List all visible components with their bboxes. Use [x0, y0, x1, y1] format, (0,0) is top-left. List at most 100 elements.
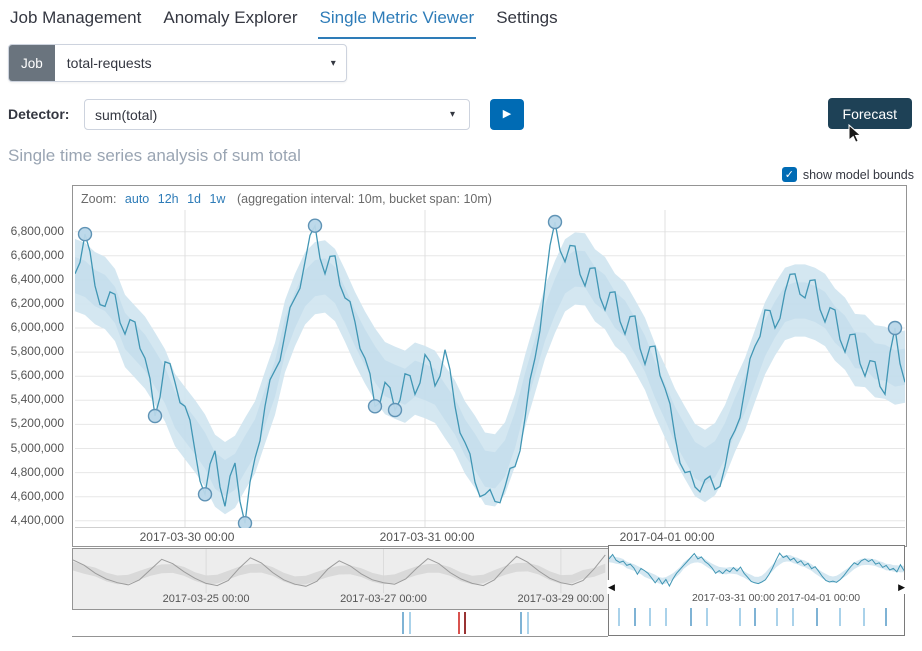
play-icon: ▶ — [502, 108, 512, 120]
x-axis: 2017-03-30 00:00 2017-03-31 00:00 2017-04-… — [75, 530, 905, 546]
chevron-down-icon: ▾ — [449, 109, 455, 120]
anomaly-tick — [753, 608, 756, 626]
annotations-lane — [72, 612, 608, 636]
anomaly-tick — [519, 612, 522, 634]
anomaly-tick — [775, 608, 778, 626]
chevron-down-icon: ▾ — [330, 57, 336, 69]
anomaly-marker[interactable] — [197, 487, 213, 502]
tab-job-management[interactable]: Job Management — [10, 8, 142, 27]
selection-right-handle[interactable]: ▶ — [897, 580, 906, 594]
y-axis-label: 6,000,000 — [10, 320, 64, 334]
selection-plot — [609, 552, 904, 588]
anomaly-tick — [738, 608, 741, 626]
selection-bounds-band — [609, 555, 904, 585]
tab-settings[interactable]: Settings — [496, 8, 558, 27]
metric-line — [75, 221, 905, 524]
detector-select[interactable]: sum(total) ▾ — [84, 99, 470, 130]
context-x-axis: 2017-03-25 00:00 2017-03-27 00:00 2017-03-… — [73, 593, 609, 607]
navigator-bottom-border — [72, 636, 608, 637]
selection-x-label: 2017-03-31 00:00 — [691, 592, 775, 604]
y-axis-label: 6,800,000 — [10, 223, 64, 238]
context-x-label: 2017-03-27 00:00 — [340, 593, 427, 605]
anomaly-tick — [408, 612, 411, 634]
tab-anomaly-explorer[interactable]: Anomaly Explorer — [163, 8, 298, 27]
detector-label: Detector: — [8, 106, 70, 122]
x-axis-label: 2017-03-30 00:00 — [139, 530, 235, 544]
model-bounds-option: ✓ show model bounds — [781, 167, 914, 182]
anomaly-tick — [464, 612, 467, 634]
context-plot — [73, 549, 606, 593]
anomaly-marker[interactable] — [237, 516, 253, 528]
y-axis-label: 5,800,000 — [10, 344, 64, 359]
selection-x-label: 2017-04-01 00:00 — [777, 592, 861, 604]
zoom-label: Zoom: — [81, 192, 117, 206]
main-chart[interactable]: Zoom: auto 12h 1d 1w (aggregation interv… — [72, 185, 907, 547]
anomaly-tick — [706, 608, 709, 626]
tab-single-metric-viewer[interactable]: Single Metric Viewer — [317, 6, 477, 39]
y-axis-label: 6,400,000 — [10, 271, 64, 286]
context-bounds-band — [73, 561, 606, 586]
aggregation-note: (aggregation interval: 10m, bucket span:… — [236, 192, 492, 206]
context-unselected-region[interactable]: 2017-03-25 00:00 2017-03-27 00:00 2017-03-… — [73, 549, 609, 609]
check-icon: ✓ — [784, 169, 794, 181]
anomaly-tick — [401, 612, 404, 634]
y-axis-label: 4,600,000 — [10, 488, 64, 503]
job-badge: Job — [9, 45, 55, 81]
play-button[interactable]: ▶ — [490, 99, 524, 130]
y-axis-label: 4,400,000 — [10, 512, 64, 527]
time-range-selection[interactable]: 2017-03-31 00:00 2017-04-01 00:00 ◀ ▶ — [607, 545, 906, 636]
context-line — [73, 554, 606, 587]
context-x-label: 2017-03-29 00:00 — [517, 593, 605, 605]
anomaly-tick — [617, 608, 620, 626]
show-model-bounds-checkbox[interactable]: ✓ — [781, 167, 797, 182]
y-axis-label: 6,600,000 — [10, 247, 64, 262]
context-x-label: 2017-03-25 00:00 — [162, 593, 250, 605]
time-series-plot[interactable] — [75, 210, 905, 528]
y-axis-label: 5,200,000 — [10, 416, 64, 431]
anomaly-tick — [690, 608, 693, 626]
y-axis: 4,400,000 4,600,000 4,800,000 5,000,000 5,20… — [0, 209, 64, 527]
anomaly-tick — [862, 608, 865, 626]
zoom-controls: Zoom: auto 12h 1d 1w (aggregation interv… — [81, 192, 492, 206]
y-axis-label: 5,400,000 — [10, 392, 64, 407]
show-model-bounds-label: show model bounds — [802, 167, 914, 182]
main-nav: Job Management Anomaly Explorer Single M… — [8, 6, 560, 39]
selection-left-handle[interactable]: ◀ — [607, 580, 616, 594]
anomaly-tick — [634, 608, 637, 626]
zoom-1w-link[interactable]: 1w — [209, 192, 226, 206]
anomaly-marker[interactable] — [307, 218, 323, 233]
page-title: Single time series analysis of sum total — [8, 146, 301, 165]
job-selector[interactable]: Job total-requests ▾ — [8, 44, 347, 82]
zoom-1d-link[interactable]: 1d — [187, 192, 201, 206]
anomaly-marker[interactable] — [77, 226, 93, 242]
detector-selected-value: sum(total) — [95, 106, 158, 123]
anomaly-tick — [457, 612, 460, 634]
selection-line — [609, 552, 904, 588]
forecast-button[interactable]: Forecast — [827, 98, 912, 129]
anomaly-tick — [665, 608, 667, 626]
anomaly-tick — [648, 608, 651, 626]
job-selected-value: total-requests — [66, 55, 152, 71]
anomaly-tick — [884, 608, 887, 626]
selection-x-axis: 2017-03-31 00:00 2017-04-01 00:00 — [609, 592, 904, 605]
selection-anomaly-lane — [609, 608, 904, 630]
x-axis-label: 2017-03-31 00:00 — [379, 530, 475, 544]
anomaly-marker[interactable] — [547, 214, 563, 230]
zoom-auto-link[interactable]: auto — [124, 192, 150, 206]
anomaly-marker[interactable] — [887, 320, 903, 336]
y-axis-label: 5,600,000 — [10, 368, 64, 383]
anomaly-tick — [815, 608, 818, 626]
anomaly-tick — [839, 608, 842, 626]
mouse-cursor-icon — [848, 124, 862, 143]
y-axis-label: 5,000,000 — [10, 440, 64, 455]
anomaly-marker[interactable] — [147, 408, 163, 424]
anomaly-tick — [791, 608, 794, 626]
y-axis-label: 4,800,000 — [10, 464, 64, 479]
y-axis-label: 6,200,000 — [10, 296, 64, 310]
anomaly-tick — [526, 612, 529, 634]
x-axis-label: 2017-04-01 00:00 — [619, 530, 715, 544]
zoom-12h-link[interactable]: 12h — [157, 192, 179, 206]
anomaly-marker[interactable] — [387, 402, 403, 418]
anomaly-marker[interactable] — [367, 399, 383, 414]
